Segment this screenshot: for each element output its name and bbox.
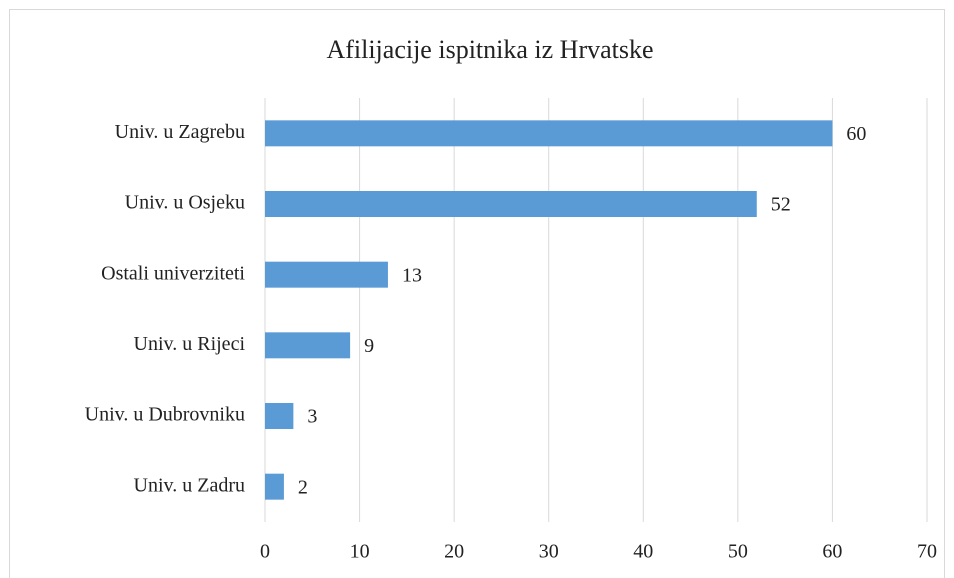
chart-title: Afilijacije ispitnika iz Hrvatske: [326, 35, 653, 64]
data-label: 9: [364, 335, 374, 357]
x-tick-label: 70: [917, 541, 937, 563]
y-tick-label: Univ. u Rijeci: [134, 333, 246, 355]
x-tick-label: 10: [350, 541, 370, 563]
bar: [265, 403, 294, 429]
bar: [265, 332, 351, 359]
y-tick-label: Ostali univerziteti: [101, 262, 245, 284]
x-tick-label: 30: [539, 541, 559, 563]
x-tick-label: 40: [633, 541, 653, 563]
chart-border: [9, 9, 945, 578]
data-label: 52: [771, 194, 791, 216]
bar: [265, 261, 388, 288]
x-tick-label: 50: [728, 541, 748, 563]
x-tick-label: 0: [260, 541, 270, 563]
y-tick-label: Univ. u Dubrovniku: [85, 404, 245, 426]
y-tick-label: Univ. u Zagrebu: [115, 121, 245, 143]
data-label: 3: [307, 406, 317, 428]
bar: [265, 120, 833, 147]
bar: [265, 191, 757, 217]
data-label: 13: [402, 264, 422, 286]
bar: [265, 473, 284, 500]
x-tick-label: 60: [822, 541, 842, 563]
x-tick-label: 20: [444, 541, 464, 563]
y-tick-label: Univ. u Zadru: [134, 474, 245, 496]
data-label: 2: [298, 476, 308, 498]
y-tick-label: Univ. u Osjeku: [125, 192, 245, 214]
data-label: 60: [846, 123, 866, 145]
